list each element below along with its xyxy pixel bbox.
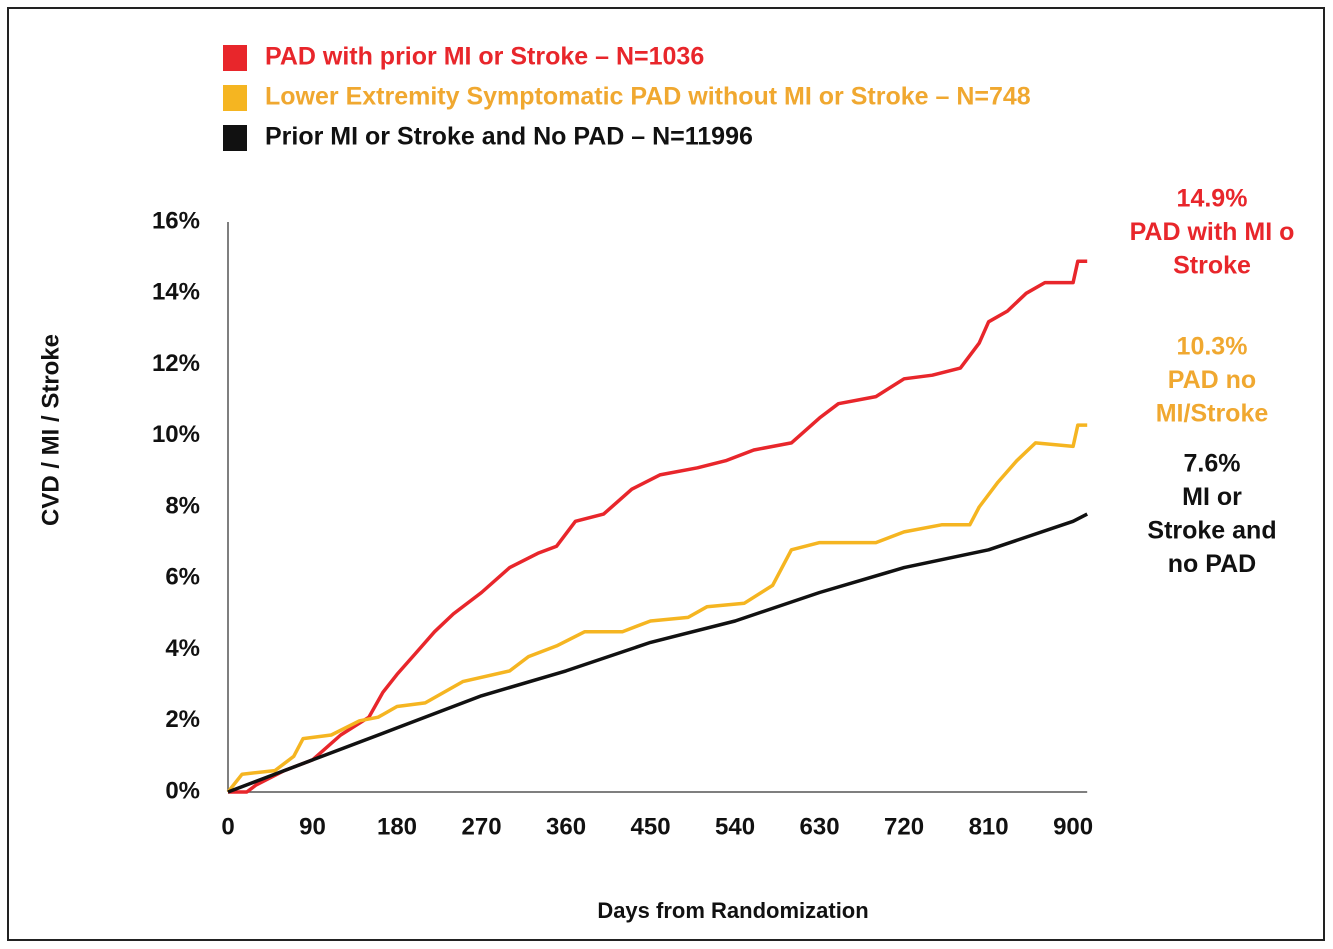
annotation: Stroke and bbox=[1147, 517, 1276, 545]
y-tick-label: 4% bbox=[165, 635, 200, 662]
annotation: 14.9% bbox=[1177, 185, 1248, 213]
annotation: 10.3% bbox=[1177, 333, 1248, 361]
series-line bbox=[228, 259, 1088, 794]
legend-label: Lower Extremity Symptomatic PAD without … bbox=[265, 83, 1031, 111]
x-tick-label: 720 bbox=[884, 813, 924, 840]
annotation: MI/Stroke bbox=[1156, 400, 1269, 428]
annotation: PAD no bbox=[1168, 366, 1256, 394]
annotation: PAD with MI o bbox=[1130, 218, 1295, 246]
y-tick-label: 6% bbox=[165, 564, 200, 591]
y-tick-label: 8% bbox=[165, 492, 200, 519]
x-tick-label: 180 bbox=[377, 813, 417, 840]
legend-label: PAD with prior MI or Stroke – N=1036 bbox=[265, 43, 704, 71]
x-tick-label: 450 bbox=[631, 813, 671, 840]
y-tick-label: 10% bbox=[152, 421, 200, 448]
legend-swatch bbox=[223, 45, 247, 71]
x-tick-label: 360 bbox=[546, 813, 586, 840]
x-tick-label: 90 bbox=[299, 813, 326, 840]
x-tick-label: 810 bbox=[969, 813, 1009, 840]
x-tick-label: 540 bbox=[715, 813, 755, 840]
series-line bbox=[227, 512, 1088, 794]
annotation: Stroke bbox=[1173, 252, 1251, 280]
x-tick-label: 270 bbox=[462, 813, 502, 840]
annotation: no PAD bbox=[1168, 550, 1256, 578]
annotation: MI or bbox=[1182, 483, 1242, 511]
x-tick-label: 630 bbox=[800, 813, 840, 840]
y-tick-label: 0% bbox=[165, 777, 200, 804]
x-tick-label: 0 bbox=[221, 813, 234, 840]
legend-swatch bbox=[223, 85, 247, 111]
y-tick-label: 12% bbox=[152, 350, 200, 377]
legend-label: Prior MI or Stroke and No PAD – N=11996 bbox=[265, 123, 753, 151]
legend-swatch bbox=[223, 125, 247, 151]
series-line bbox=[226, 423, 1088, 794]
x-tick-label: 900 bbox=[1053, 813, 1093, 840]
y-axis-label: CVD / MI / Stroke bbox=[37, 334, 64, 526]
annotation: 7.6% bbox=[1184, 450, 1241, 478]
y-tick-label: 14% bbox=[152, 279, 200, 306]
x-axis-label: Days from Randomization bbox=[597, 898, 868, 923]
y-tick-label: 2% bbox=[165, 706, 200, 733]
y-tick-label: 16% bbox=[152, 207, 200, 234]
